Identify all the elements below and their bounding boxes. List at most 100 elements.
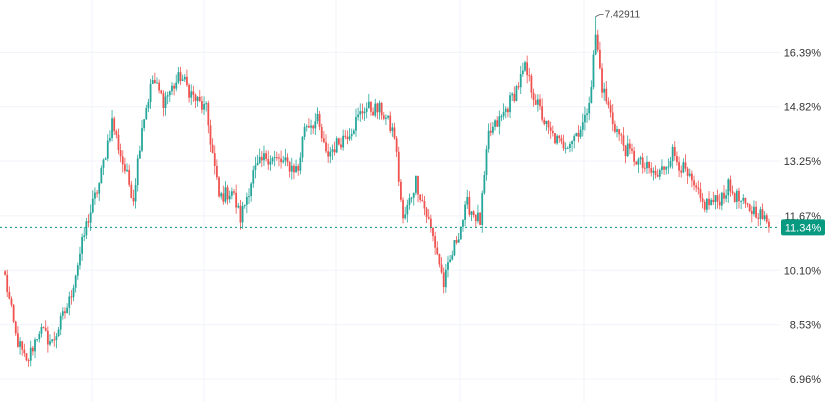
candle-body [547, 120, 550, 128]
candle-body [554, 133, 556, 144]
peak-annotation-label: 7.42911 [605, 10, 641, 21]
candle-body [222, 193, 225, 202]
candle-body [389, 115, 392, 131]
candle-body [64, 311, 66, 314]
candle-body [663, 166, 665, 170]
candle-body [688, 173, 691, 176]
candle-body [564, 148, 567, 150]
candle-body [280, 158, 282, 163]
candle-body [457, 239, 460, 243]
candle-body [641, 157, 644, 168]
candle-body [746, 203, 749, 205]
candle-body [406, 204, 409, 215]
candle-body [293, 165, 295, 173]
candle-body [164, 96, 167, 108]
candle-body [449, 259, 452, 263]
candle-body [271, 158, 274, 162]
candle-body [284, 157, 287, 161]
candle-body [230, 191, 233, 196]
candle-body [74, 275, 77, 288]
y-tick-label: 13.25% [784, 156, 822, 168]
candle-body [385, 117, 387, 119]
candle-body [720, 192, 723, 206]
candle-body [198, 96, 201, 102]
candle-body [750, 210, 753, 215]
candle-body [684, 162, 687, 169]
candle-body [492, 126, 494, 133]
candle-body [121, 156, 124, 165]
candle-body [320, 126, 323, 139]
candle-body [55, 336, 58, 340]
candle-body [126, 169, 128, 172]
candle-body [166, 95, 169, 97]
candle-body [83, 235, 86, 237]
candle-body [691, 173, 693, 181]
candle-body [141, 128, 143, 151]
candle-body [46, 330, 49, 345]
candle-body [676, 156, 678, 163]
candle-body [498, 116, 501, 127]
candle-body [524, 62, 526, 71]
candle-body [310, 125, 312, 128]
candle-body [218, 177, 220, 197]
candle-body [453, 240, 456, 256]
candle-body [635, 161, 638, 165]
candle-body [250, 183, 253, 196]
candle-body [269, 161, 272, 165]
candle-body [648, 161, 651, 169]
candle-body [318, 113, 321, 127]
candle-body [489, 130, 492, 133]
candle-body [194, 94, 197, 101]
candle-body [128, 169, 131, 185]
candle-body [423, 201, 426, 209]
candle-body [534, 100, 537, 105]
candles-layer [4, 16, 770, 367]
candle-body [102, 159, 105, 168]
candle-body [410, 197, 413, 199]
candle-body [536, 99, 539, 105]
candle-body [258, 156, 261, 163]
candle-body [42, 327, 45, 329]
candle-body [138, 150, 141, 159]
candle-body [36, 339, 39, 341]
candle-body [273, 157, 276, 159]
candle-body [40, 327, 43, 334]
candle-body [735, 190, 738, 202]
candle-body [66, 307, 69, 314]
candle-body [207, 103, 210, 126]
candle-body [335, 138, 338, 153]
candle-body [342, 135, 345, 148]
candle-body [312, 125, 315, 129]
candle-body [282, 160, 285, 163]
candle-body [472, 211, 475, 216]
candle-body [667, 166, 670, 168]
candle-body [333, 149, 336, 153]
candle-body [729, 179, 732, 192]
candle-body [314, 121, 317, 129]
candle-body [352, 130, 355, 135]
candle-body [408, 198, 411, 205]
candle-body [710, 199, 713, 206]
y-axis: 16.39%14.82%13.25%11.67%10.10%8.53%6.96%… [781, 47, 825, 386]
candle-body [267, 158, 270, 165]
candle-body [716, 195, 719, 202]
candle-body [96, 192, 98, 194]
candle-body [348, 136, 351, 140]
candle-body [109, 138, 111, 141]
candle-body [337, 138, 340, 145]
candle-body [464, 204, 466, 220]
candle-body [89, 212, 92, 223]
candle-body [755, 206, 757, 218]
candle-body [744, 197, 747, 204]
candle-body [571, 141, 573, 144]
candle-body [712, 199, 715, 203]
candle-body [8, 292, 11, 299]
candle-body [76, 265, 79, 276]
candle-body [286, 157, 289, 163]
candle-body [419, 194, 422, 200]
candle-body [569, 143, 571, 148]
candle-body [85, 221, 88, 236]
candle-body [699, 189, 702, 199]
candle-body [530, 75, 533, 93]
candle-body [517, 86, 520, 88]
